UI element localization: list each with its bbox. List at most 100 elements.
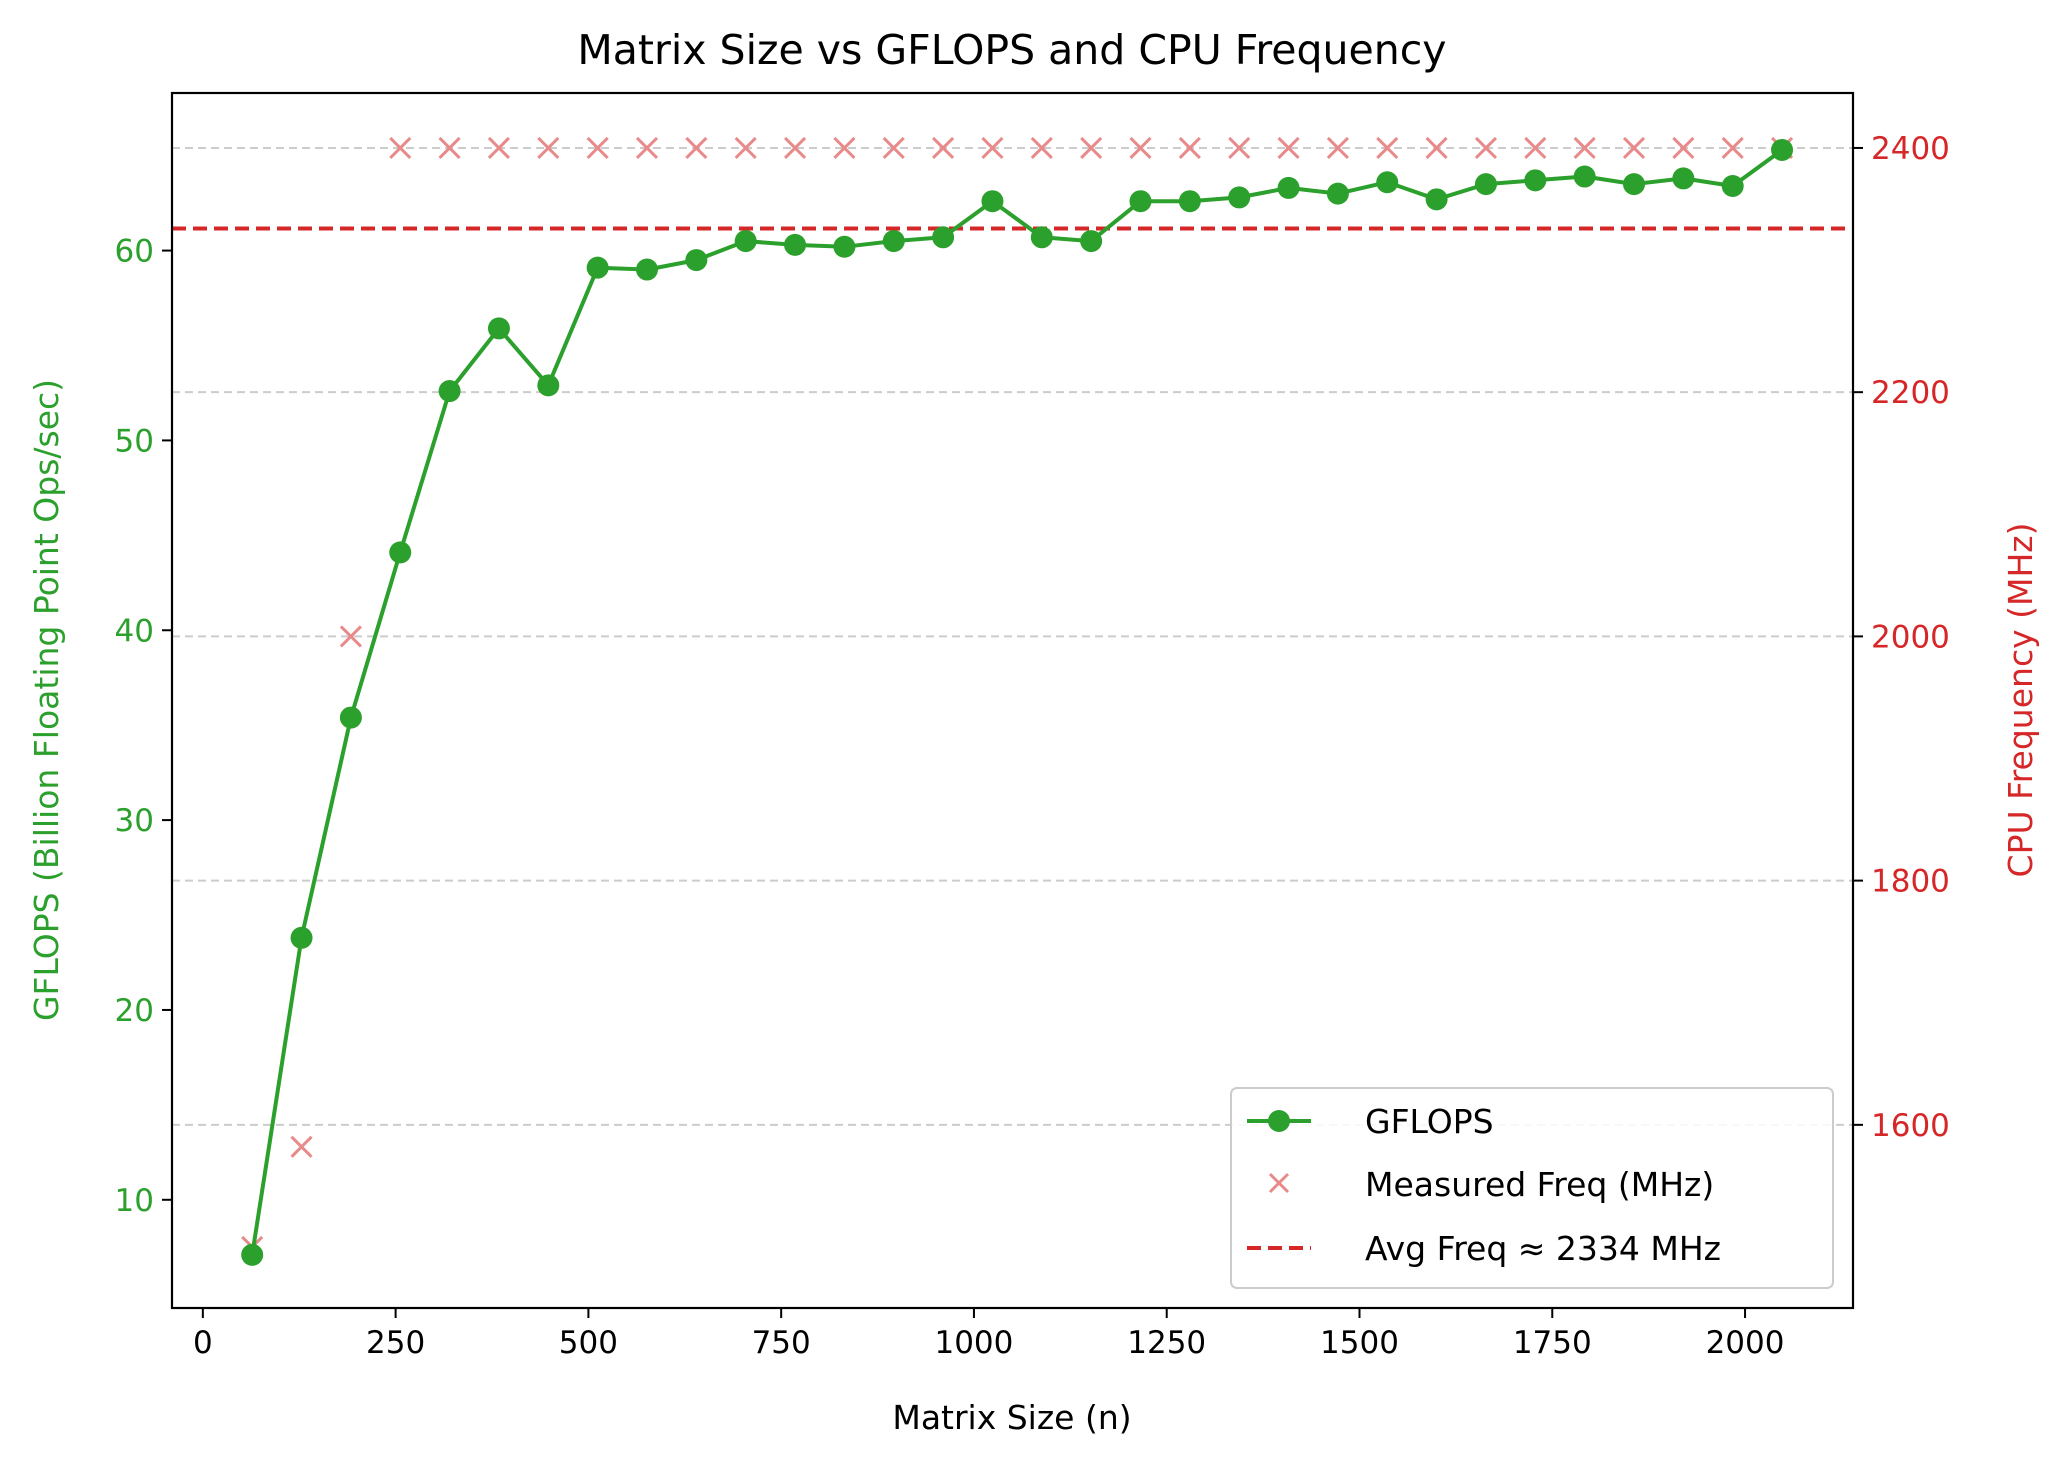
- y2-tick-label: 1800: [1871, 864, 1950, 900]
- freq-point: [1376, 136, 1399, 160]
- y2-tick-label: 2200: [1871, 375, 1950, 411]
- y-tick-label: 10: [115, 1183, 154, 1219]
- gflops-point: [1771, 138, 1794, 161]
- gflops-point: [1228, 186, 1251, 209]
- freq-point: [833, 136, 856, 160]
- grid: [172, 146, 1853, 1126]
- gflops-point: [1178, 190, 1201, 213]
- gflops-point: [339, 706, 362, 729]
- gflops-point: [685, 249, 708, 272]
- y-tick-label: 60: [115, 234, 154, 270]
- x-tick-label: 750: [752, 1325, 811, 1361]
- x-tick-label: 500: [559, 1325, 618, 1361]
- y-tick-label: 20: [115, 993, 154, 1029]
- x-axis: 0 250 500 750 1000 1250 1500 1750 2000: [193, 1308, 1785, 1361]
- y-tick-label: 50: [115, 423, 154, 459]
- x-tick-label: 1000: [934, 1325, 1013, 1361]
- freq-point: [1474, 136, 1498, 160]
- gflops-point: [1129, 190, 1152, 213]
- gflops-point: [1376, 171, 1399, 194]
- y-tick-label: 30: [115, 803, 154, 839]
- freq-point: [1178, 136, 1201, 160]
- freq-point: [932, 136, 955, 160]
- freq-point: [1672, 136, 1695, 160]
- freq-point: [1622, 136, 1646, 160]
- freq-point: [438, 136, 461, 160]
- x-tick-label: 250: [366, 1325, 425, 1361]
- gflops-point: [1474, 173, 1497, 196]
- y2-tick-label: 2400: [1871, 131, 1950, 167]
- freq-point: [586, 136, 609, 160]
- gflops-point: [537, 374, 560, 397]
- x-tick-label: 0: [193, 1325, 213, 1361]
- freq-point: [635, 136, 659, 160]
- freq-point: [1721, 136, 1744, 160]
- gflops-point: [1721, 175, 1744, 198]
- gflops-point: [784, 233, 807, 256]
- freq-point: [389, 136, 412, 160]
- gflops-point: [734, 230, 757, 253]
- freq-point: [1277, 136, 1300, 160]
- freq-point: [290, 1135, 313, 1158]
- legend-gflops-label: GFLOPS: [1365, 1102, 1494, 1141]
- gflops-point: [833, 235, 856, 258]
- freq-point: [487, 136, 511, 160]
- chart-title: Matrix Size vs GFLOPS and CPU Frequency: [577, 26, 1446, 74]
- freq-point: [1524, 136, 1547, 160]
- gflops-point: [1277, 176, 1300, 199]
- gflops-point: [586, 256, 609, 279]
- gflops-series: [241, 138, 1794, 1266]
- gflops-point: [487, 317, 510, 340]
- gflops-point: [635, 258, 658, 281]
- gflops-point: [882, 230, 905, 253]
- freq-point: [339, 625, 362, 648]
- freq-point: [1425, 136, 1448, 160]
- freq-point: [981, 136, 1004, 160]
- legend-box: [1230, 1087, 1834, 1289]
- x-tick-label: 1250: [1127, 1325, 1206, 1361]
- x-tick-label: 1500: [1320, 1325, 1399, 1361]
- freq-point: [1030, 136, 1053, 160]
- freq-point: [1080, 136, 1103, 160]
- freq-point: [882, 136, 905, 160]
- gflops-point: [1425, 188, 1448, 211]
- y2-tick-label: 2000: [1871, 619, 1950, 655]
- y2-axis-label: CPU Frequency (MHz): [2001, 523, 2040, 878]
- gflops-point: [1524, 169, 1547, 192]
- gflops-point: [290, 926, 313, 949]
- y2-tick-label: 1600: [1871, 1108, 1950, 1144]
- freq-point: [537, 136, 560, 160]
- y-axis-left: 10 20 30 40 50 60: [115, 234, 172, 1219]
- gflops-point: [241, 1243, 264, 1266]
- freq-point: [1129, 136, 1152, 160]
- freq-point: [1326, 136, 1349, 160]
- gflops-point: [1030, 226, 1053, 249]
- gflops-point: [1672, 167, 1695, 190]
- y-axis-right: 1600 1800 2000 2200 2400: [1853, 131, 1950, 1144]
- x-tick-label: 2000: [1706, 1325, 1785, 1361]
- legend-gflops-marker: [1268, 1110, 1290, 1132]
- legend-avg-label: Avg Freq ≈ 2334 MHz: [1365, 1229, 1721, 1268]
- gflops-point: [932, 226, 955, 249]
- legend-freq-label: Measured Freq (MHz): [1365, 1165, 1714, 1204]
- gflops-point: [1080, 230, 1103, 253]
- gflops-point: [1573, 165, 1596, 188]
- y-axis-label: GFLOPS (Billion Floating Point Ops/sec): [27, 379, 66, 1021]
- gflops-point: [1623, 173, 1646, 196]
- x-tick-label: 1750: [1513, 1325, 1592, 1361]
- freq-point: [734, 136, 757, 160]
- frequency-series: [241, 136, 1794, 1259]
- x-axis-label: Matrix Size (n): [892, 1398, 1131, 1437]
- gflops-point: [389, 541, 412, 564]
- freq-point: [783, 136, 807, 160]
- gflops-point: [981, 190, 1004, 213]
- freq-point: [1228, 136, 1251, 160]
- freq-point: [685, 136, 708, 160]
- gflops-point: [438, 380, 461, 403]
- freq-point: [1573, 136, 1596, 160]
- plot-frame: [170, 91, 1855, 1310]
- gflops-point: [1326, 182, 1349, 205]
- legend: GFLOPS Measured Freq (MHz) Avg Freq ≈ 23…: [1230, 1087, 1834, 1289]
- y-tick-label: 40: [115, 613, 154, 649]
